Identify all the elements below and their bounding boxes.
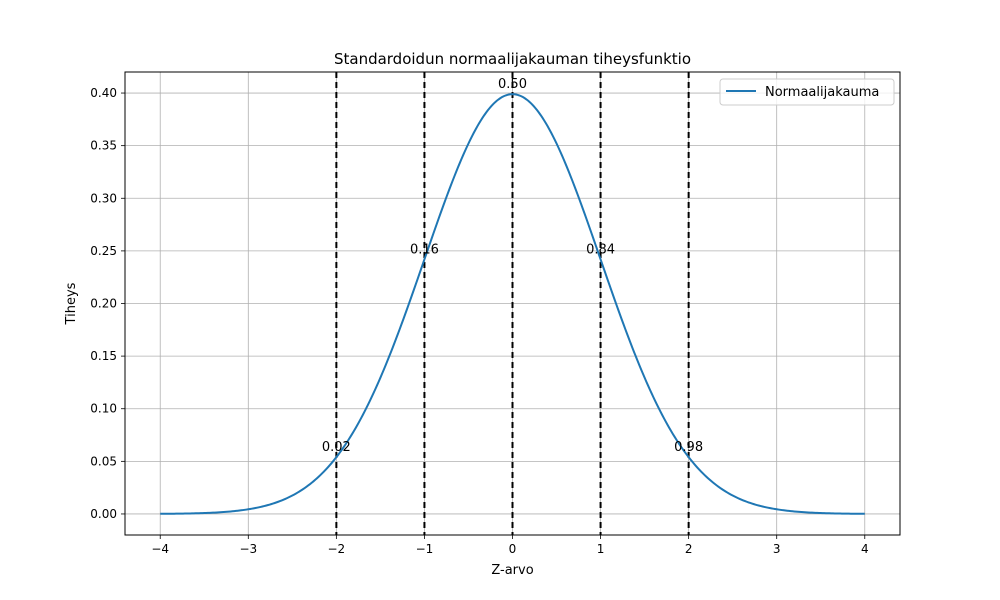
annotation-label: 0.16 (410, 242, 439, 257)
x-tick-label: 0 (509, 542, 517, 556)
x-axis-ticks: −4 −3 −2 −1 0 1 2 3 4 (151, 535, 869, 556)
x-tick-label: −1 (416, 542, 434, 556)
x-tick-label: 3 (773, 542, 781, 556)
series-layer (160, 93, 865, 515)
annotation-label: 0.84 (586, 242, 615, 257)
annotations: 0.02 0.16 0.50 0.84 0.98 (322, 77, 703, 455)
legend-label-normaalijakauma: Normaalijakauma (765, 85, 879, 100)
y-tick-label: 0.40 (90, 86, 117, 100)
annotation-label: 0.02 (322, 440, 351, 455)
y-tick-label: 0.30 (90, 191, 117, 205)
x-tick-label: 1 (597, 542, 605, 556)
x-tick-label: 4 (861, 542, 869, 556)
series-line-normaalijakauma (160, 93, 865, 515)
legend: Normaalijakauma (719, 78, 895, 106)
y-tick-label: 0.35 (90, 139, 117, 153)
x-tick-label: 2 (685, 542, 693, 556)
x-tick-label: −3 (239, 542, 257, 556)
y-tick-label: 0.20 (90, 297, 117, 311)
x-tick-label: −2 (328, 542, 346, 556)
y-axis-title: Tiheys (64, 282, 79, 325)
annotation-label: 0.98 (674, 440, 703, 455)
y-axis-ticks: 0.00 0.05 0.10 0.15 0.20 0.25 0.30 0.35 0.40 (90, 86, 125, 521)
chart-title: Standardoidun normaalijakauman tiheysfun… (334, 50, 691, 68)
y-tick-label: 0.05 (90, 454, 117, 468)
y-tick-label: 0.10 (90, 402, 117, 416)
legend-box (719, 78, 895, 106)
y-tick-label: 0.15 (90, 349, 117, 363)
annotation-label: 0.50 (498, 77, 527, 92)
y-tick-label: 0.25 (90, 244, 117, 258)
x-axis-title: Z-arvo (491, 563, 533, 578)
y-tick-label: 0.00 (90, 507, 117, 521)
x-tick-label: −4 (151, 542, 169, 556)
